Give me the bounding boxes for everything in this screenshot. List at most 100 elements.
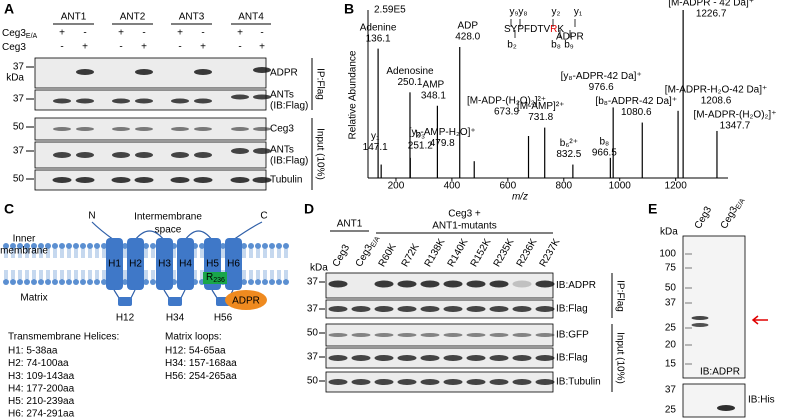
- kda-marker: 75: [665, 263, 677, 274]
- band: [194, 127, 212, 131]
- kda-marker: 37: [665, 385, 677, 396]
- kda-marker: 100: [659, 249, 676, 260]
- y-axis-title: Relative Abundance: [348, 50, 359, 139]
- band: [374, 379, 394, 385]
- lane-label: R60K: [376, 241, 398, 268]
- sign: -: [201, 28, 204, 39]
- lane-label: Ceg3: [692, 204, 714, 231]
- band: [512, 355, 532, 361]
- row-label-main: Ceg3: [2, 28, 26, 39]
- peak-name: [M-ADPR - 42 Da]⁺: [668, 0, 754, 9]
- lipid-head: [87, 279, 93, 285]
- lipid-head: [73, 243, 79, 249]
- kda-unit: kDa: [310, 263, 328, 274]
- band: [328, 280, 348, 288]
- group-label: IP:Flag: [314, 68, 325, 100]
- band: [489, 355, 509, 361]
- kda-marker: 37: [13, 94, 25, 105]
- panel-label: B: [344, 1, 354, 17]
- peak-name: [M-ADPR-H₂O-42 Da]⁺: [665, 84, 768, 95]
- peptide-end: K: [557, 24, 564, 35]
- list-item: H12: 54-65aa: [165, 346, 226, 357]
- band: [52, 177, 72, 183]
- kda-marker: 37: [307, 304, 319, 315]
- list-item: H6: 274-291aa: [8, 409, 75, 419]
- peak-mz: 976.6: [589, 82, 614, 93]
- band: [512, 333, 532, 337]
- lane-label: R152K: [468, 237, 493, 269]
- kda-marker: 50: [307, 376, 319, 387]
- list-item: H34: 157-168aa: [165, 358, 237, 369]
- lipid-head: [262, 279, 268, 285]
- lipid-head: [10, 243, 16, 249]
- kda-marker: 50: [13, 122, 25, 133]
- peak-mz: 832.5: [556, 149, 581, 160]
- band: [231, 148, 249, 154]
- blot: [682, 235, 746, 379]
- sign: +: [118, 28, 124, 39]
- peak-name: [M-ADPR-(H₂O)₂]⁺: [693, 110, 776, 121]
- lane-label-main: R237K: [537, 237, 562, 269]
- band: [112, 98, 130, 104]
- lipid-head: [45, 279, 51, 285]
- kda-marker: 50: [665, 283, 677, 294]
- band: [420, 280, 440, 288]
- peak-mz: 250.1: [397, 77, 422, 88]
- peak-name: y₁: [371, 131, 380, 142]
- lane-label-main: R138K: [422, 237, 447, 269]
- band: [717, 405, 735, 411]
- column-header: ANT2: [120, 12, 146, 23]
- lane-label-main: R72K: [399, 241, 421, 268]
- band: [466, 355, 486, 361]
- peak-name: ADP: [457, 21, 478, 32]
- band: [76, 127, 94, 131]
- band: [420, 379, 440, 385]
- blot-label: (IB:Flag): [270, 156, 308, 167]
- loop: [91, 221, 115, 241]
- lane-label: R140K: [445, 237, 470, 269]
- sign: -: [60, 42, 63, 53]
- lipid-head: [276, 243, 282, 249]
- lane-label-main: Ceg3: [692, 204, 714, 231]
- lipid-head: [241, 279, 247, 285]
- membrane-label: Inner: [13, 234, 36, 245]
- lipid-head: [38, 279, 44, 285]
- lipid-head: [283, 243, 289, 249]
- band: [135, 98, 153, 104]
- row-label: Ceg3: [2, 42, 26, 53]
- band: [171, 152, 189, 158]
- band: [489, 379, 509, 385]
- band: [193, 177, 213, 183]
- band: [466, 280, 486, 288]
- x-tick-label: 200: [388, 181, 405, 192]
- loop: [184, 230, 213, 241]
- band: [691, 323, 709, 327]
- band: [420, 306, 440, 312]
- list-item: H1: 5-38aa: [8, 346, 58, 357]
- band: [194, 152, 212, 158]
- sign: +: [177, 28, 183, 39]
- lane-label: R72K: [399, 241, 421, 268]
- band: [535, 333, 555, 337]
- sign: -: [238, 42, 241, 53]
- x-tick-label: 1000: [609, 181, 632, 192]
- peak-name: [y₈-ADPR-42 Da]⁺: [561, 71, 642, 82]
- band: [466, 306, 486, 312]
- kda-marker: 37: [307, 277, 319, 288]
- matrix-helix: [118, 297, 132, 306]
- lane-label: Ceg3: [330, 242, 352, 269]
- blot-label: IB:GFP: [556, 330, 589, 341]
- lane-label-sub: E/A: [370, 235, 382, 249]
- kda-marker: 37: [13, 146, 25, 157]
- blot: [682, 383, 746, 418]
- band: [489, 306, 509, 312]
- lipid-head: [101, 243, 107, 249]
- lane-label: R235K: [491, 237, 516, 269]
- peak-name: [M-AMP]²⁺: [517, 101, 565, 112]
- membrane-label: membrane: [0, 246, 48, 257]
- blot-label: IB:Tubulin: [556, 377, 601, 388]
- peak-name: Adenine: [360, 22, 397, 33]
- peptide: SYPFDTVRK: [504, 24, 564, 35]
- blot-label: (IB:Flag): [270, 101, 308, 112]
